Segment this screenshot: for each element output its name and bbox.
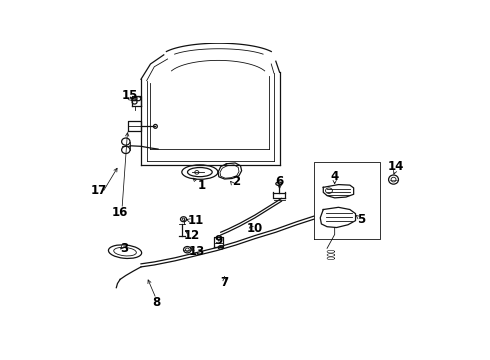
Text: 15: 15: [122, 89, 138, 102]
Text: 17: 17: [90, 184, 107, 197]
Text: 10: 10: [247, 222, 263, 235]
Text: 12: 12: [184, 229, 200, 242]
Text: 4: 4: [331, 170, 339, 183]
Text: 16: 16: [112, 206, 128, 219]
Text: 14: 14: [387, 160, 404, 173]
Text: 11: 11: [188, 214, 204, 227]
Text: 1: 1: [197, 179, 206, 193]
Text: 8: 8: [152, 296, 160, 309]
Text: 6: 6: [275, 175, 284, 188]
Text: 9: 9: [215, 234, 223, 247]
Text: 3: 3: [120, 242, 128, 255]
Text: 5: 5: [357, 213, 366, 226]
Text: 7: 7: [220, 276, 229, 289]
Text: 13: 13: [189, 245, 205, 258]
Text: 2: 2: [232, 175, 240, 188]
